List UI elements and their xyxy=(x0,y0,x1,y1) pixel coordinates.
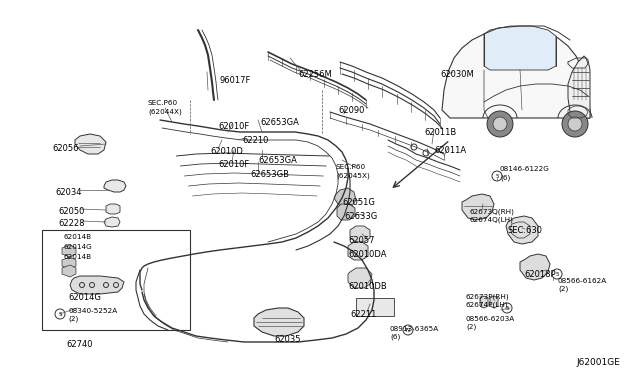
Polygon shape xyxy=(62,245,76,257)
Text: 96017F: 96017F xyxy=(220,76,252,85)
Text: 62018P: 62018P xyxy=(524,270,556,279)
Circle shape xyxy=(568,117,582,131)
Polygon shape xyxy=(254,308,304,336)
Text: 62210: 62210 xyxy=(242,136,268,145)
Text: 62056: 62056 xyxy=(52,144,79,153)
Polygon shape xyxy=(490,296,498,308)
Polygon shape xyxy=(334,188,356,208)
Text: 62740: 62740 xyxy=(67,340,93,349)
Polygon shape xyxy=(462,194,494,220)
Text: 62010F: 62010F xyxy=(218,160,249,169)
Text: 62030M: 62030M xyxy=(440,70,474,79)
Polygon shape xyxy=(568,56,590,118)
Text: (62044X): (62044X) xyxy=(148,108,182,115)
Text: SEC.P60: SEC.P60 xyxy=(148,100,178,106)
Text: 08913-6365A: 08913-6365A xyxy=(390,326,439,332)
Text: 62653GA: 62653GA xyxy=(260,118,299,127)
Text: 62010F: 62010F xyxy=(218,122,249,131)
Text: 62010D: 62010D xyxy=(210,147,243,156)
Text: SEC.630: SEC.630 xyxy=(508,226,543,235)
Text: 62034: 62034 xyxy=(55,188,81,197)
Polygon shape xyxy=(506,216,538,244)
Polygon shape xyxy=(480,296,488,308)
Text: 62674Q(LH): 62674Q(LH) xyxy=(470,216,514,222)
Text: 08566-6162A: 08566-6162A xyxy=(558,278,607,284)
Text: 62653GA: 62653GA xyxy=(258,156,297,165)
Text: 62674P(LH): 62674P(LH) xyxy=(466,302,509,308)
Polygon shape xyxy=(106,204,120,214)
Text: 62211: 62211 xyxy=(350,310,376,319)
Text: (2): (2) xyxy=(68,316,78,323)
Text: 08146-6122G: 08146-6122G xyxy=(500,166,550,172)
Text: 62014G: 62014G xyxy=(63,244,92,250)
Text: N: N xyxy=(406,327,410,333)
Text: 62653GB: 62653GB xyxy=(250,170,289,179)
Polygon shape xyxy=(75,134,106,154)
Polygon shape xyxy=(520,254,550,280)
Text: 62051G: 62051G xyxy=(342,198,375,207)
Text: S: S xyxy=(58,311,61,317)
Text: 08566-6203A: 08566-6203A xyxy=(466,316,515,322)
Text: 62633G: 62633G xyxy=(344,212,377,221)
Text: 62050: 62050 xyxy=(58,207,84,216)
Polygon shape xyxy=(62,265,76,277)
Polygon shape xyxy=(70,276,124,294)
Text: 08340-5252A: 08340-5252A xyxy=(68,308,117,314)
Text: 62057: 62057 xyxy=(348,236,374,245)
Text: (6): (6) xyxy=(390,334,400,340)
Polygon shape xyxy=(348,242,368,260)
Text: 5: 5 xyxy=(556,272,559,276)
Text: 62228: 62228 xyxy=(58,219,84,228)
Circle shape xyxy=(493,117,507,131)
Polygon shape xyxy=(350,226,370,242)
Text: 62014G: 62014G xyxy=(68,293,101,302)
Text: 62014B: 62014B xyxy=(63,234,91,240)
Text: SEC.P60: SEC.P60 xyxy=(336,164,366,170)
Text: (2): (2) xyxy=(466,324,476,330)
Text: 62035: 62035 xyxy=(275,335,301,344)
Text: 62673Q(RH): 62673Q(RH) xyxy=(470,208,515,215)
Text: 62090: 62090 xyxy=(338,106,364,115)
Text: (2): (2) xyxy=(558,286,568,292)
Text: J62001GE: J62001GE xyxy=(576,358,620,367)
Polygon shape xyxy=(104,180,126,192)
Polygon shape xyxy=(104,217,120,227)
Polygon shape xyxy=(484,26,556,70)
Polygon shape xyxy=(442,28,590,118)
Circle shape xyxy=(562,111,588,137)
Text: 62011A: 62011A xyxy=(434,146,466,155)
Text: 5: 5 xyxy=(505,305,509,311)
Text: (6): (6) xyxy=(500,174,510,180)
Text: 62014B: 62014B xyxy=(63,254,91,260)
Text: 62673P(RH): 62673P(RH) xyxy=(466,294,509,301)
Text: 62256M: 62256M xyxy=(298,70,332,79)
Circle shape xyxy=(487,111,513,137)
Polygon shape xyxy=(62,257,76,269)
Polygon shape xyxy=(348,268,372,288)
Text: 62011B: 62011B xyxy=(424,128,456,137)
Text: 62010DB: 62010DB xyxy=(348,282,387,291)
Text: 5: 5 xyxy=(495,173,499,179)
Text: (62045X): (62045X) xyxy=(336,172,370,179)
Polygon shape xyxy=(337,204,355,220)
Text: 62010DA: 62010DA xyxy=(348,250,387,259)
FancyBboxPatch shape xyxy=(356,298,394,316)
